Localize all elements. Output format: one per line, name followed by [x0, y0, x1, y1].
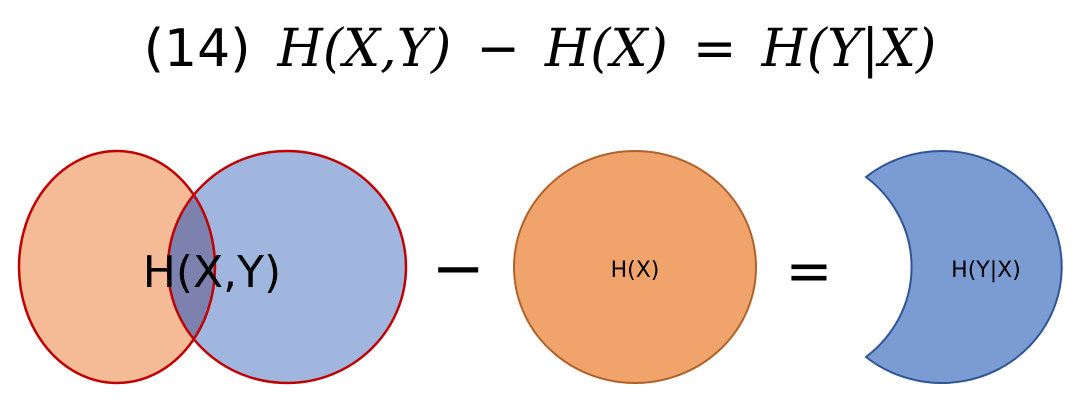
equation-equals: =: [693, 19, 737, 79]
equation-term2: H(X): [544, 19, 668, 79]
venn-circle-y: [168, 151, 406, 383]
equation-number: (14): [144, 19, 251, 79]
venn-label: H(X,Y): [143, 247, 281, 298]
equation-title: (14) H(X,Y) − H(X) = H(Y|X): [144, 19, 936, 79]
conditional-entropy-crescent: H(Y|X): [864, 150, 1063, 384]
circle-x-shape: [513, 150, 757, 384]
venn-diagram-joint-entropy: H(X,Y): [17, 149, 408, 385]
venn-circle-x-outline: [17, 149, 217, 385]
equation-minus: −: [476, 19, 520, 79]
crescent-shape: [864, 150, 1063, 384]
equation-lhs: H(X,Y): [277, 19, 452, 79]
operator-minus: −: [431, 232, 485, 306]
operator-equals: =: [786, 239, 833, 304]
entropy-x-circle: H(X): [513, 150, 757, 384]
venn-circle-y-outline: [166, 149, 408, 385]
crescent-label: H(Y|X): [951, 258, 1021, 283]
venn-circle-x: [19, 151, 215, 383]
equation-rhs: H(Y|X): [760, 19, 936, 79]
circle-x-label: H(X): [611, 258, 660, 283]
